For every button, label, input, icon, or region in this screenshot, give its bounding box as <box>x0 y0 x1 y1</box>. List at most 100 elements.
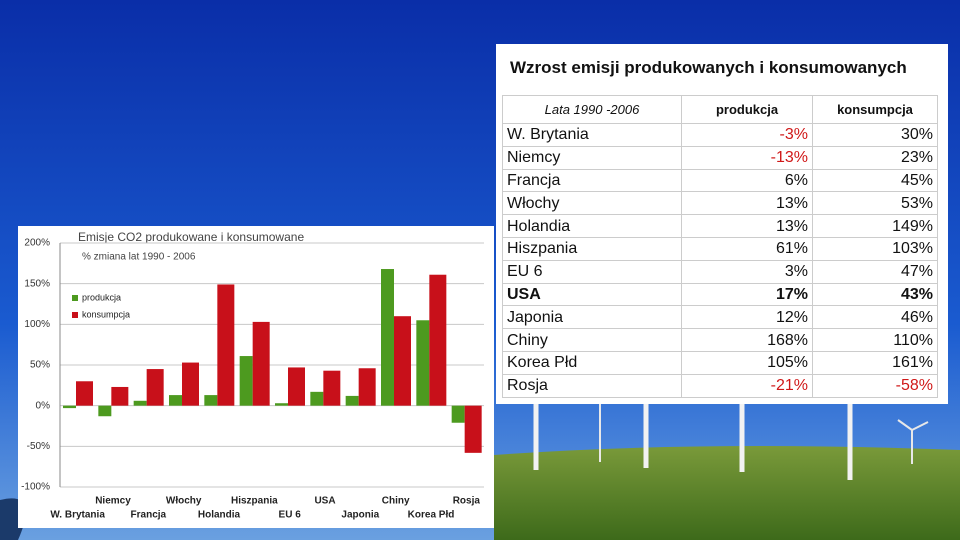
country-cell: Chiny <box>502 328 682 352</box>
value-cell: -58% <box>812 373 938 398</box>
y-tick-label: 150% <box>24 278 50 289</box>
value-cell: 149% <box>812 214 938 238</box>
x-tick-label: Japonia <box>341 510 379 521</box>
value-cell: -3% <box>681 123 813 147</box>
column-header: Lata 1990 -2006 <box>502 95 682 124</box>
legend-label: produkcja <box>82 292 121 302</box>
value-cell: 168% <box>681 328 813 352</box>
value-cell: 47% <box>812 259 938 284</box>
bar <box>76 381 93 406</box>
table-row: Niemcy -13% 23% <box>502 145 938 170</box>
value-cell: 12% <box>681 305 813 330</box>
value-cell: -13% <box>681 145 813 170</box>
bar <box>451 405 465 423</box>
table-row: Włochy 13% 53% <box>502 191 938 216</box>
value-cell: 13% <box>681 191 813 216</box>
y-tick-label: -50% <box>27 441 50 452</box>
bar <box>275 403 288 406</box>
table-row: Korea Płd 105% 161% <box>502 350 938 375</box>
table-row: Francja 6% 45% <box>502 168 938 193</box>
table-panel: Wzrost emisji produkowanych i konsumowan… <box>496 44 948 404</box>
y-tick-label: -100% <box>21 482 50 493</box>
legend-swatch <box>72 295 78 301</box>
bar <box>416 320 430 406</box>
bar <box>146 369 164 406</box>
bar <box>429 274 447 406</box>
bar <box>111 386 129 406</box>
value-cell: 17% <box>681 282 813 307</box>
value-cell: 110% <box>812 328 938 352</box>
value-cell: 45% <box>812 168 938 193</box>
chart-title: Emisje CO2 produkowane i konsumowane <box>78 230 304 244</box>
x-tick-label: W. Brytania <box>50 510 105 521</box>
y-tick-label: 0% <box>36 400 51 411</box>
table-row: Rosja -21% -58% <box>502 373 938 398</box>
legend-swatch <box>72 312 78 318</box>
country-cell: Włochy <box>502 191 682 216</box>
x-tick-label: Korea Płd <box>408 510 455 521</box>
x-tick-label: Włochy <box>166 496 202 507</box>
x-tick-label: Francja <box>131 510 167 521</box>
table-row: Japonia 12% 46% <box>502 305 938 330</box>
x-tick-label: Rosja <box>453 496 481 507</box>
column-header: konsumpcja <box>812 95 938 124</box>
table-row: Holandia 13% 149% <box>502 214 938 238</box>
y-tick-label: 100% <box>24 319 50 330</box>
x-tick-label: Niemcy <box>95 496 131 507</box>
value-cell: 13% <box>681 214 813 238</box>
value-cell: 23% <box>812 145 938 170</box>
bar <box>358 368 376 406</box>
country-cell: Hiszpania <box>502 236 682 261</box>
table-row: EU 6 3% 47% <box>502 259 938 284</box>
table-row: Chiny 168% 110% <box>502 328 938 352</box>
country-cell: Francja <box>502 168 682 193</box>
country-cell: EU 6 <box>502 259 682 284</box>
bar <box>345 395 359 406</box>
table: Lata 1990 -2006 produkcja konsumpcja W. Bry… <box>502 95 938 398</box>
table-row: USA 17% 43% <box>502 282 938 307</box>
bar <box>464 405 482 453</box>
table-row: Hiszpania 61% 103% <box>502 236 938 261</box>
bar <box>63 405 76 409</box>
value-cell: 105% <box>681 350 813 375</box>
x-tick-label: EU 6 <box>279 510 302 521</box>
country-cell: Japonia <box>502 305 682 330</box>
value-cell: 61% <box>681 236 813 261</box>
legend-label: konsumpcja <box>82 309 130 319</box>
chart-subtitle: % zmiana lat 1990 - 2006 <box>82 252 196 263</box>
bar <box>133 400 147 406</box>
x-tick-label: USA <box>314 496 335 507</box>
table-title: Wzrost emisji produkowanych i konsumowan… <box>510 58 907 77</box>
bar <box>381 269 394 406</box>
y-tick-label: 50% <box>30 360 50 371</box>
country-cell: USA <box>502 282 682 307</box>
value-cell: 6% <box>681 168 813 193</box>
bar <box>217 284 235 406</box>
bar <box>252 321 270 406</box>
x-tick-label: Chiny <box>382 496 410 507</box>
bar <box>169 395 182 406</box>
country-cell: Niemcy <box>502 145 682 170</box>
value-cell: 30% <box>812 123 938 147</box>
bar <box>323 370 341 406</box>
value-cell: 161% <box>812 350 938 375</box>
table-row: W. Brytania -3% 30% <box>502 123 938 147</box>
value-cell: 43% <box>812 282 938 307</box>
bar <box>98 405 112 417</box>
bar <box>239 356 253 406</box>
value-cell: 3% <box>681 259 813 284</box>
bar <box>394 316 411 406</box>
bar <box>288 367 305 406</box>
country-cell: Korea Płd <box>502 350 682 375</box>
bar <box>204 395 218 406</box>
value-cell: 53% <box>812 191 938 216</box>
country-cell: Rosja <box>502 373 682 398</box>
value-cell: 46% <box>812 305 938 330</box>
bar <box>310 391 324 406</box>
value-cell: 103% <box>812 236 938 261</box>
y-tick-label: 200% <box>24 238 50 249</box>
country-cell: W. Brytania <box>502 123 682 147</box>
column-header: produkcja <box>681 95 813 124</box>
